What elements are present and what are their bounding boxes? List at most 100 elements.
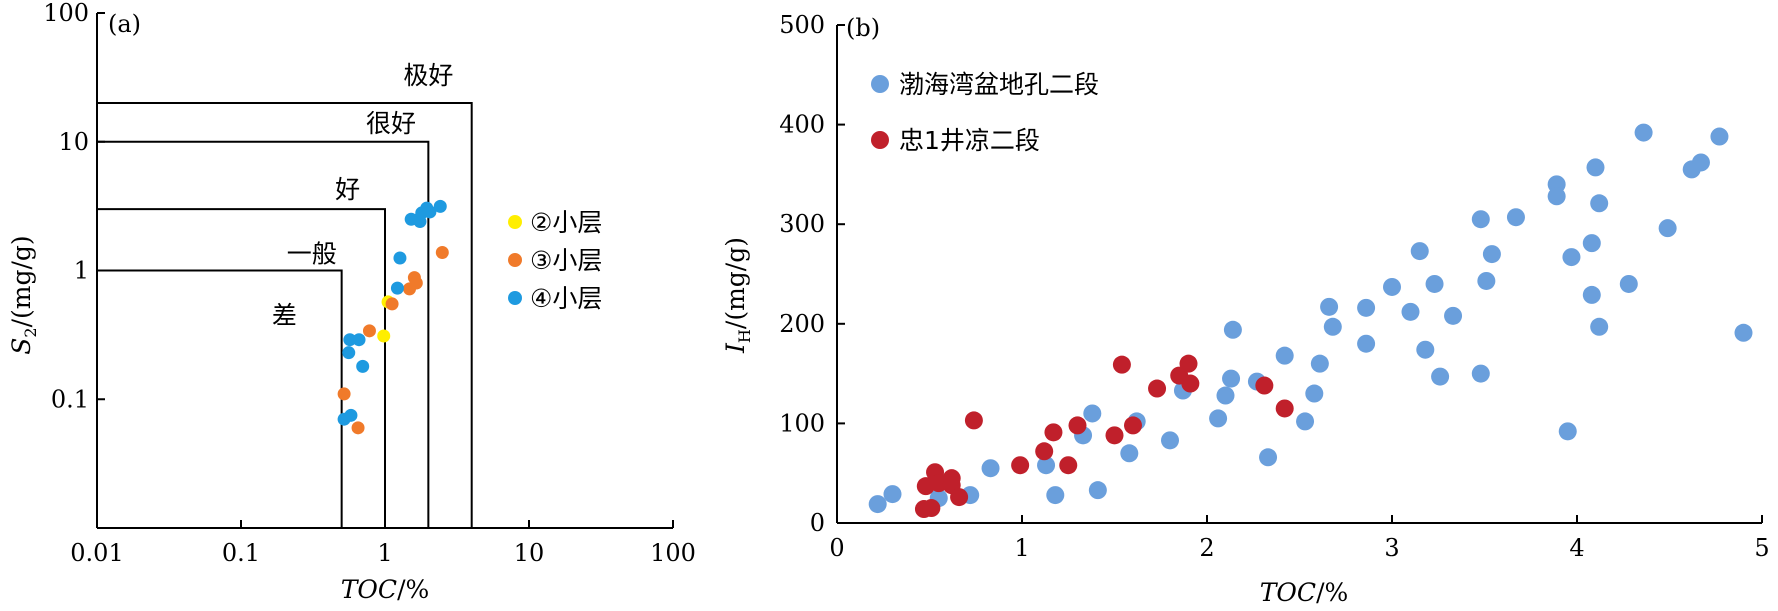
point-series-2 bbox=[1068, 416, 1087, 435]
point-series-1 bbox=[1634, 123, 1653, 142]
point-series-3 bbox=[356, 359, 370, 373]
point-series-1 bbox=[377, 329, 391, 343]
grade-label-2: 一般 bbox=[287, 240, 337, 269]
panel-b-x-axis-label: TOC/% bbox=[1260, 578, 1349, 607]
legend-label-3: ④小层 bbox=[530, 284, 602, 313]
point-series-1 bbox=[1431, 367, 1450, 386]
grade-label-1: 差 bbox=[272, 301, 297, 330]
x-tick-label: 3 bbox=[1384, 534, 1399, 562]
point-series-3 bbox=[393, 251, 407, 265]
point-series-1 bbox=[1161, 431, 1179, 450]
point-series-1 bbox=[868, 495, 887, 514]
point-series-1 bbox=[1357, 334, 1376, 353]
grade-region-lines bbox=[97, 101, 473, 528]
grade-labels: 差 一般 好 很好 极好 bbox=[272, 61, 454, 330]
point-series-2 bbox=[362, 324, 376, 338]
point-series-1 bbox=[1590, 194, 1609, 213]
point-series-1 bbox=[1658, 219, 1677, 238]
legend-marker-1 bbox=[871, 75, 889, 93]
legend-label-2: ③小层 bbox=[530, 246, 602, 275]
point-series-2 bbox=[1011, 456, 1030, 475]
point-series-1 bbox=[981, 459, 1000, 478]
point-series-1 bbox=[1310, 354, 1329, 373]
grade-label-4: 很好 bbox=[366, 109, 416, 138]
point-series-2 bbox=[1181, 374, 1200, 393]
point-series-1 bbox=[1209, 409, 1228, 428]
point-series-1 bbox=[1320, 297, 1339, 316]
panel-a-axes: 0.01 0.1 1 10 100 0.1 1 10 100 bbox=[43, 0, 696, 567]
point-series-1 bbox=[1222, 369, 1241, 388]
point-series-1 bbox=[1037, 456, 1056, 475]
point-series-1 bbox=[1088, 481, 1107, 500]
point-series-2 bbox=[1179, 354, 1198, 373]
legend-label-2: 忠1井凉二段 bbox=[899, 126, 1040, 155]
point-series-2 bbox=[1275, 399, 1294, 418]
point-series-1 bbox=[1046, 486, 1065, 505]
point-series-2 bbox=[950, 488, 969, 507]
grade-boundary-3 bbox=[97, 140, 430, 528]
point-series-1 bbox=[1710, 127, 1729, 146]
point-series-1 bbox=[1305, 384, 1324, 403]
point-series-1 bbox=[1477, 271, 1496, 290]
y-tick-label: 500 bbox=[779, 11, 825, 39]
panel-b-y-axis-label: IH/(mg/g) bbox=[721, 237, 754, 354]
point-series-1 bbox=[1323, 317, 1342, 336]
panel-a-y-axis-label: S2/(mg/g) bbox=[7, 235, 40, 354]
legend-marker-2 bbox=[871, 131, 889, 149]
y-tick-label: 0 bbox=[810, 509, 825, 537]
y-tick-label: 300 bbox=[779, 210, 825, 238]
panel-a-chart: 差 一般 好 很好 极好 0.01 0.1 1 10 100 0.1 1 10 100 ②小层 ③小层 ④小… bbox=[7, 0, 696, 604]
point-series-2 bbox=[922, 499, 941, 518]
point-series-1 bbox=[1296, 412, 1315, 431]
grade-label-3: 好 bbox=[335, 175, 360, 204]
grade-boundary-1 bbox=[97, 269, 343, 528]
x-tick-label: 1 bbox=[377, 539, 392, 567]
point-series-1 bbox=[1482, 245, 1501, 264]
point-series-1 bbox=[1223, 320, 1242, 339]
point-series-1 bbox=[1471, 364, 1490, 383]
point-series-1 bbox=[1506, 208, 1525, 227]
x-tick-label: 10 bbox=[514, 539, 545, 567]
point-series-1 bbox=[1547, 187, 1566, 206]
point-series-1 bbox=[1558, 422, 1577, 441]
point-series-3 bbox=[433, 199, 447, 213]
point-series-1 bbox=[1259, 448, 1278, 467]
point-series-3 bbox=[344, 408, 358, 422]
y-tick-label: 400 bbox=[779, 111, 825, 139]
point-series-1 bbox=[1471, 210, 1490, 229]
point-series-1 bbox=[1425, 274, 1444, 293]
x-tick-label: 2 bbox=[1199, 534, 1214, 562]
point-series-1 bbox=[1416, 340, 1435, 359]
panel-b-label: (b) bbox=[846, 14, 880, 42]
point-series-1 bbox=[1444, 306, 1463, 325]
point-series-2 bbox=[1105, 426, 1124, 445]
panel-a-points bbox=[337, 199, 449, 435]
point-series-1 bbox=[1582, 234, 1601, 253]
legend-marker-1 bbox=[508, 215, 522, 229]
y-tick-label: 10 bbox=[58, 128, 89, 156]
point-series-3 bbox=[342, 346, 356, 360]
point-series-2 bbox=[1112, 355, 1131, 374]
point-series-2 bbox=[385, 297, 399, 311]
point-series-1 bbox=[1590, 317, 1609, 336]
legend-marker-2 bbox=[508, 253, 522, 267]
grade-boundary-2 bbox=[97, 208, 386, 528]
x-tick-label: 5 bbox=[1754, 534, 1769, 562]
grade-boundary-4 bbox=[97, 101, 473, 528]
legend-marker-3 bbox=[508, 291, 522, 305]
point-series-1 bbox=[1619, 274, 1638, 293]
legend-label-1: 渤海湾盆地孔二段 bbox=[899, 70, 1099, 99]
point-series-3 bbox=[423, 205, 437, 219]
point-series-1 bbox=[1691, 153, 1710, 172]
point-series-1 bbox=[1401, 302, 1420, 321]
point-series-2 bbox=[1255, 376, 1274, 395]
point-series-1 bbox=[1582, 285, 1601, 304]
point-series-1 bbox=[1410, 242, 1429, 261]
y-tick-label: 1 bbox=[74, 257, 89, 285]
point-series-2 bbox=[409, 276, 423, 290]
point-series-2 bbox=[1059, 456, 1078, 475]
panel-b-points bbox=[868, 123, 1753, 519]
